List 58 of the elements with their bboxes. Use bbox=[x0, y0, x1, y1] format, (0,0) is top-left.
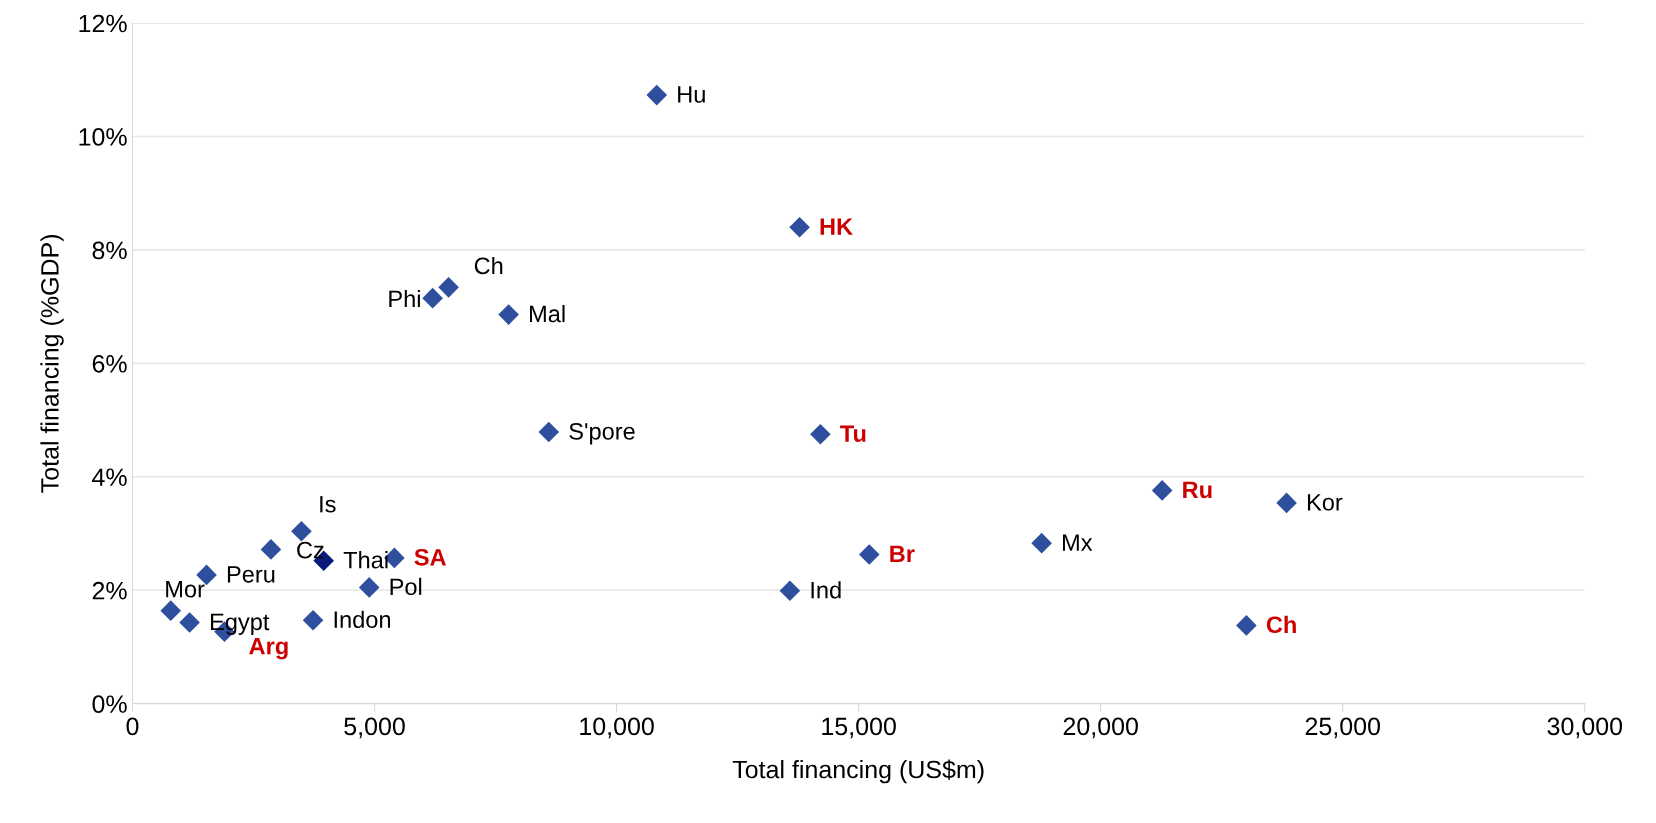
data-label: Egypt bbox=[210, 613, 270, 635]
data-label: Ru bbox=[1183, 481, 1212, 499]
y-tick-label: 4% bbox=[92, 468, 127, 486]
point bbox=[538, 421, 560, 443]
data-label: Is bbox=[320, 496, 336, 513]
data-label: S'pore bbox=[569, 422, 635, 445]
data-label: Mor bbox=[166, 581, 205, 598]
data-label: Mal bbox=[530, 304, 565, 323]
data-label: Phi bbox=[389, 289, 420, 308]
data-label: Tu bbox=[840, 425, 866, 442]
data-label: Ch bbox=[474, 256, 503, 275]
data-label: HK bbox=[820, 218, 853, 235]
point bbox=[358, 577, 380, 598]
data-label: Peru bbox=[227, 566, 275, 583]
point bbox=[1236, 615, 1257, 636]
point bbox=[646, 84, 668, 106]
x-tick-label: 20,000 bbox=[1063, 717, 1138, 739]
data-label: Indon bbox=[334, 610, 391, 629]
point bbox=[160, 600, 182, 621]
point bbox=[1031, 532, 1052, 554]
point bbox=[438, 277, 459, 298]
data-label: Mx bbox=[1063, 534, 1093, 551]
data-label: Pol bbox=[390, 577, 422, 596]
point bbox=[179, 612, 200, 633]
point bbox=[291, 520, 312, 542]
point bbox=[422, 287, 443, 309]
data-label: Cz bbox=[297, 541, 324, 559]
point bbox=[260, 539, 282, 560]
point bbox=[1276, 492, 1297, 514]
y-axis-title: Total financing (%GDP) bbox=[40, 234, 64, 493]
point bbox=[1151, 480, 1173, 501]
x-tick-label: 5,000 bbox=[344, 717, 405, 739]
point bbox=[779, 580, 801, 602]
x-tick-label: 25,000 bbox=[1305, 717, 1380, 739]
x-tick-label: 0 bbox=[126, 717, 139, 736]
data-label: Br bbox=[890, 545, 915, 562]
data-label: Arg bbox=[249, 638, 288, 660]
point bbox=[810, 423, 831, 445]
data-label: Hu bbox=[678, 86, 705, 103]
y-tick-label: 12% bbox=[79, 14, 127, 33]
data-label: Ind bbox=[811, 581, 841, 599]
point bbox=[498, 304, 519, 325]
data-label: Ch bbox=[1266, 615, 1296, 634]
y-tick-label: 6% bbox=[92, 354, 127, 373]
data-label: Thai bbox=[343, 551, 388, 569]
data-label: Kor bbox=[1307, 494, 1343, 511]
point bbox=[789, 216, 810, 238]
point bbox=[858, 544, 880, 565]
x-tick-label: 15,000 bbox=[822, 717, 896, 739]
y-tick-label: 2% bbox=[92, 581, 127, 600]
y-tick-label: 10% bbox=[79, 128, 127, 146]
x-tick-label: 10,000 bbox=[580, 717, 654, 739]
y-tick-label: 0% bbox=[92, 695, 127, 713]
x-tick-label: 30,000 bbox=[1547, 717, 1623, 739]
point bbox=[302, 609, 324, 631]
x-axis-title: Total financing (US$m) bbox=[732, 759, 984, 784]
data-label: SA bbox=[414, 548, 446, 566]
y-tick-label: 8% bbox=[92, 241, 127, 260]
